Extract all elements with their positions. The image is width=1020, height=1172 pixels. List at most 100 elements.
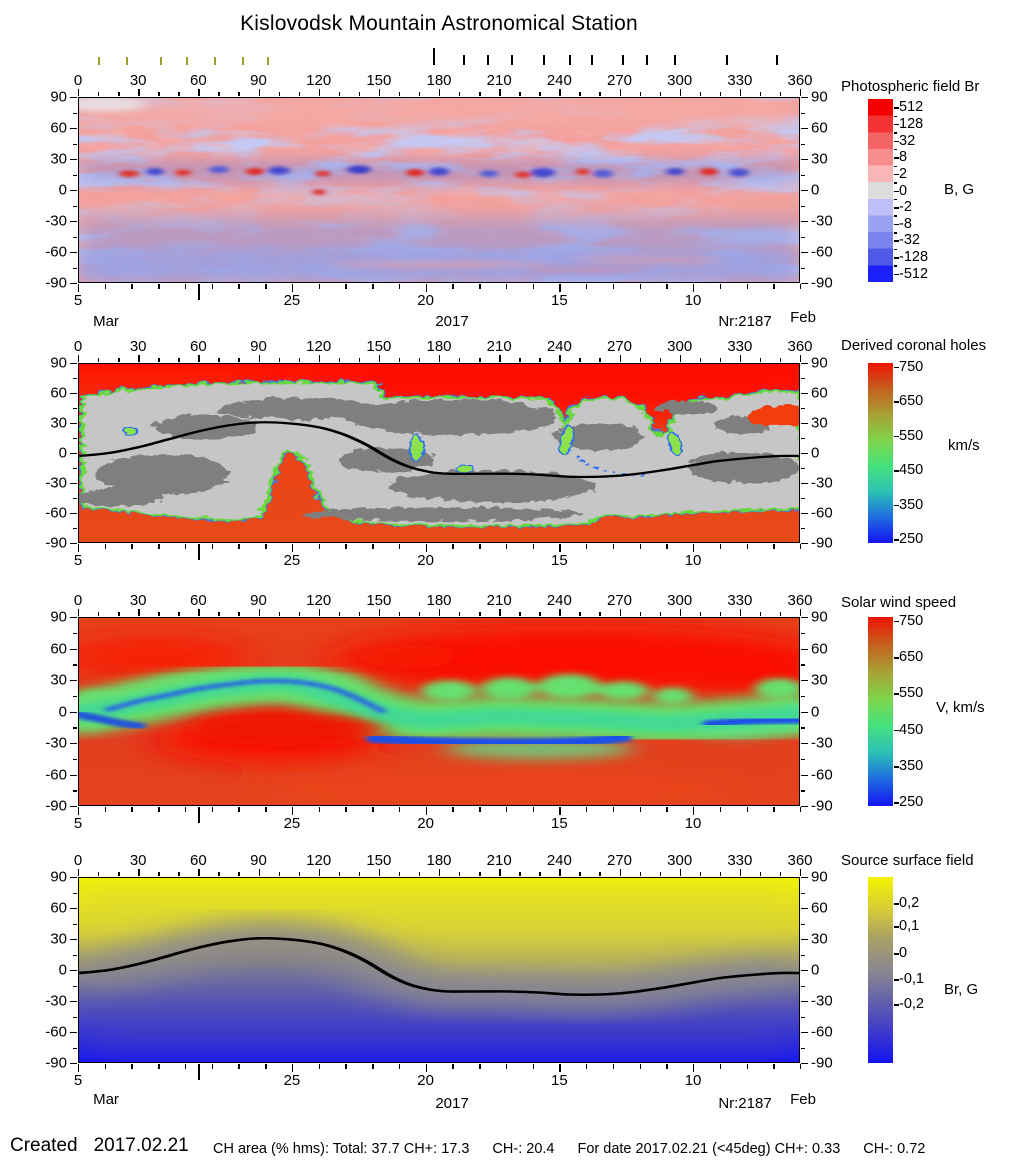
date-tick bbox=[398, 544, 401, 549]
axis-tick-top bbox=[539, 612, 541, 616]
axis-tick-top bbox=[699, 872, 702, 876]
lat-tick-label: -60 bbox=[811, 243, 833, 261]
colorbar-minor-tick bbox=[894, 182, 897, 184]
axis-tick-right bbox=[801, 877, 808, 879]
colorbar-tick bbox=[894, 240, 899, 243]
date-tick bbox=[211, 807, 214, 812]
date-tick bbox=[425, 807, 428, 815]
slow-wind-blue-segment bbox=[702, 716, 799, 728]
date-tick bbox=[131, 1064, 133, 1069]
date-tick bbox=[291, 544, 294, 552]
colorbar-tick bbox=[894, 435, 899, 438]
source-surface-map bbox=[78, 877, 800, 1063]
lat-tick-label: -90 bbox=[811, 797, 833, 815]
date-tick bbox=[104, 544, 107, 549]
lon-tick-label: 330 bbox=[727, 852, 753, 869]
lon-tick-label: 240 bbox=[546, 852, 572, 869]
date-tick bbox=[211, 284, 214, 289]
date-tick bbox=[291, 807, 294, 815]
date-tick bbox=[612, 284, 615, 289]
coverage-tick-black bbox=[775, 55, 778, 65]
axis-tick-top bbox=[338, 872, 341, 876]
colorbar-minor-tick bbox=[894, 248, 897, 251]
stat-ch-area: CH area (% hms): Total: 37.7 CH+: 17.3 bbox=[213, 1141, 470, 1157]
axis-tick-top bbox=[218, 872, 220, 876]
date-tick-label: 10 bbox=[684, 1072, 702, 1089]
axis-tick-right bbox=[801, 143, 805, 145]
lon-tick-label: 0 bbox=[73, 592, 83, 609]
axis-tick-top bbox=[298, 612, 300, 616]
date-tick bbox=[612, 807, 615, 812]
lat-tick-label: -30 bbox=[45, 734, 67, 752]
axis-tick-right bbox=[801, 892, 805, 894]
axis-tick-left bbox=[70, 128, 77, 130]
axis-tick-top bbox=[619, 609, 621, 616]
axis-tick-top bbox=[679, 869, 682, 876]
axis-tick-top bbox=[398, 612, 401, 616]
axis-tick-left bbox=[73, 267, 77, 269]
axis-tick-top bbox=[639, 612, 641, 616]
date-tick bbox=[345, 1064, 347, 1069]
date-tick bbox=[505, 544, 508, 549]
date-tick bbox=[612, 1064, 615, 1069]
coverage-tick-olive bbox=[186, 57, 189, 65]
colorbar-minor-tick bbox=[894, 132, 897, 134]
date-tick bbox=[398, 807, 401, 812]
lon-tick-label: 330 bbox=[727, 592, 753, 609]
date-tick bbox=[800, 544, 802, 549]
colorbar-tick bbox=[894, 657, 899, 659]
date-tick bbox=[238, 807, 240, 812]
date-tick bbox=[372, 544, 374, 549]
date-tick bbox=[184, 1064, 187, 1069]
lat-tick-label: 90 bbox=[50, 608, 67, 626]
axis-tick-top bbox=[138, 355, 140, 362]
axis-tick-top bbox=[378, 355, 381, 362]
axis-tick-top bbox=[138, 869, 140, 876]
axis-tick-right bbox=[801, 790, 805, 792]
lon-tick-label: 240 bbox=[546, 338, 572, 355]
axis-tick-right bbox=[801, 159, 808, 161]
date-tick bbox=[211, 544, 214, 549]
date-tick-label: 20 bbox=[417, 552, 434, 569]
axis-tick-right bbox=[801, 498, 805, 500]
axis-tick-top bbox=[439, 869, 441, 876]
axis-tick-top bbox=[499, 869, 501, 876]
lat-tick-label: 90 bbox=[50, 88, 67, 106]
date-tick bbox=[532, 1064, 534, 1069]
axis-tick-left bbox=[70, 774, 77, 776]
month-boundary-tick bbox=[198, 544, 200, 560]
date-tick bbox=[773, 544, 775, 549]
lat-tick-label: 60 bbox=[50, 640, 67, 657]
axis-tick-top bbox=[699, 92, 702, 96]
lat-tick-label: 90 bbox=[811, 868, 828, 886]
rotation-label: Nr:2187 bbox=[718, 1095, 772, 1112]
axis-tick-top bbox=[659, 92, 661, 96]
axis-tick-top bbox=[579, 92, 581, 96]
lon-tick-label: 90 bbox=[250, 592, 267, 609]
date-tick bbox=[131, 284, 133, 289]
lon-tick-label: 180 bbox=[426, 592, 452, 609]
solar-wind-map bbox=[78, 617, 800, 806]
axis-tick-top bbox=[178, 612, 180, 616]
date-tick bbox=[719, 284, 722, 289]
axis-tick-left bbox=[73, 143, 77, 145]
lat-tick-label: 90 bbox=[811, 608, 828, 626]
axis-tick-top bbox=[779, 872, 782, 876]
unit-label-br-g: Br, G bbox=[944, 981, 979, 998]
lat-tick-label: 30 bbox=[811, 150, 828, 168]
lon-tick-label: 300 bbox=[667, 72, 693, 89]
date-tick-label: 15 bbox=[550, 552, 568, 569]
axis-tick-left bbox=[73, 923, 77, 925]
month-boundary-tick bbox=[198, 1064, 200, 1080]
date-tick bbox=[479, 284, 481, 289]
axis-tick-right bbox=[801, 632, 805, 635]
axis-tick-top bbox=[579, 612, 581, 616]
colorbar-tick-label: -8 bbox=[899, 215, 912, 232]
colorbar-tick bbox=[894, 470, 899, 472]
colorbar-tick bbox=[894, 190, 899, 193]
axis-tick-top bbox=[579, 872, 581, 876]
colorbar-tick bbox=[894, 693, 899, 695]
colorbar-tick-label: 650 bbox=[899, 649, 924, 666]
axis-tick-right bbox=[801, 954, 805, 956]
axis-tick-top bbox=[198, 89, 200, 96]
